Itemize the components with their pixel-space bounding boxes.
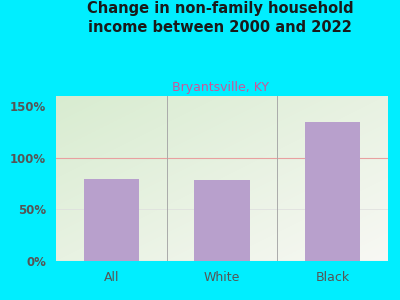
Bar	[305, 122, 360, 261]
Bar	[194, 179, 250, 261]
Text: Change in non-family household
income between 2000 and 2022: Change in non-family household income be…	[87, 2, 353, 35]
Text: Bryantsville, KY: Bryantsville, KY	[172, 81, 268, 94]
Bar	[84, 178, 139, 261]
